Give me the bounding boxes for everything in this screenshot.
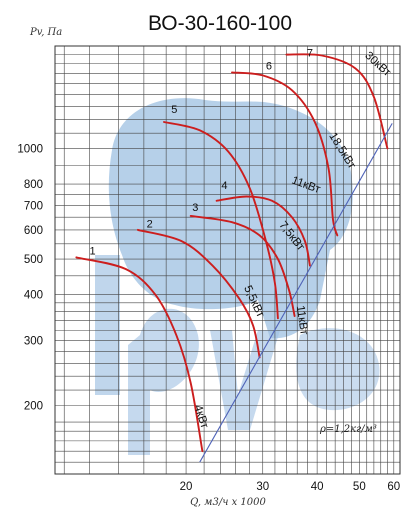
watermark-body bbox=[108, 98, 353, 339]
curve-6 bbox=[231, 71, 339, 237]
curve-number-label: 6 bbox=[266, 60, 272, 72]
curve-4 bbox=[215, 195, 311, 267]
plot-frame bbox=[54, 45, 401, 475]
curve-number-label: 5 bbox=[171, 104, 177, 116]
curve-number-label: 7 bbox=[307, 47, 313, 59]
density-line bbox=[199, 123, 393, 463]
x-tick-label: 60 bbox=[387, 481, 400, 493]
y-tick-label: 300 bbox=[24, 336, 43, 348]
density-line-group: ρ=1,2кг/м³ bbox=[199, 123, 393, 463]
y-tick-label: 700 bbox=[24, 200, 43, 212]
curve-number-label: 4 bbox=[221, 180, 227, 192]
curve-5 bbox=[163, 121, 279, 320]
x-axis-label: Q, м3/ч x 1000 bbox=[190, 497, 266, 508]
curve-3 bbox=[189, 214, 296, 317]
y-tick-label: 500 bbox=[24, 254, 43, 266]
curve-7 bbox=[285, 53, 389, 150]
y-tick-label: 1000 bbox=[17, 143, 43, 155]
curve-number-label: 3 bbox=[192, 202, 198, 214]
chart-title: ВО-30-160-100 bbox=[148, 12, 292, 35]
power-label: 11кВт bbox=[294, 305, 310, 337]
y-tick-label: 200 bbox=[24, 400, 43, 412]
axis-tick-labels: 200 300 400 500 600 700 800 1000 20 30 40 50 60 bbox=[17, 143, 400, 493]
x-tick-label: 20 bbox=[180, 481, 193, 493]
power-label: 4кВт bbox=[191, 403, 210, 430]
density-label: ρ=1,2кг/м³ bbox=[319, 424, 377, 435]
watermark-stroke-2 bbox=[128, 308, 199, 455]
watermark-stroke-1 bbox=[95, 255, 120, 395]
curve-2 bbox=[136, 228, 261, 359]
curve-1 bbox=[75, 256, 204, 453]
curve-number-label: 2 bbox=[147, 218, 153, 230]
curve-number-label: 1 bbox=[90, 245, 96, 257]
x-tick-label: 40 bbox=[311, 481, 324, 493]
y-axis-label: Pv, Па bbox=[29, 27, 62, 38]
y-tick-label: 600 bbox=[24, 225, 43, 237]
y-tick-label: 400 bbox=[24, 290, 43, 302]
y-tick-label: 800 bbox=[24, 179, 43, 191]
curve-series bbox=[75, 53, 389, 453]
chart-grid bbox=[55, 46, 400, 474]
x-tick-label: 30 bbox=[256, 481, 269, 493]
x-tick-label: 50 bbox=[353, 481, 366, 493]
